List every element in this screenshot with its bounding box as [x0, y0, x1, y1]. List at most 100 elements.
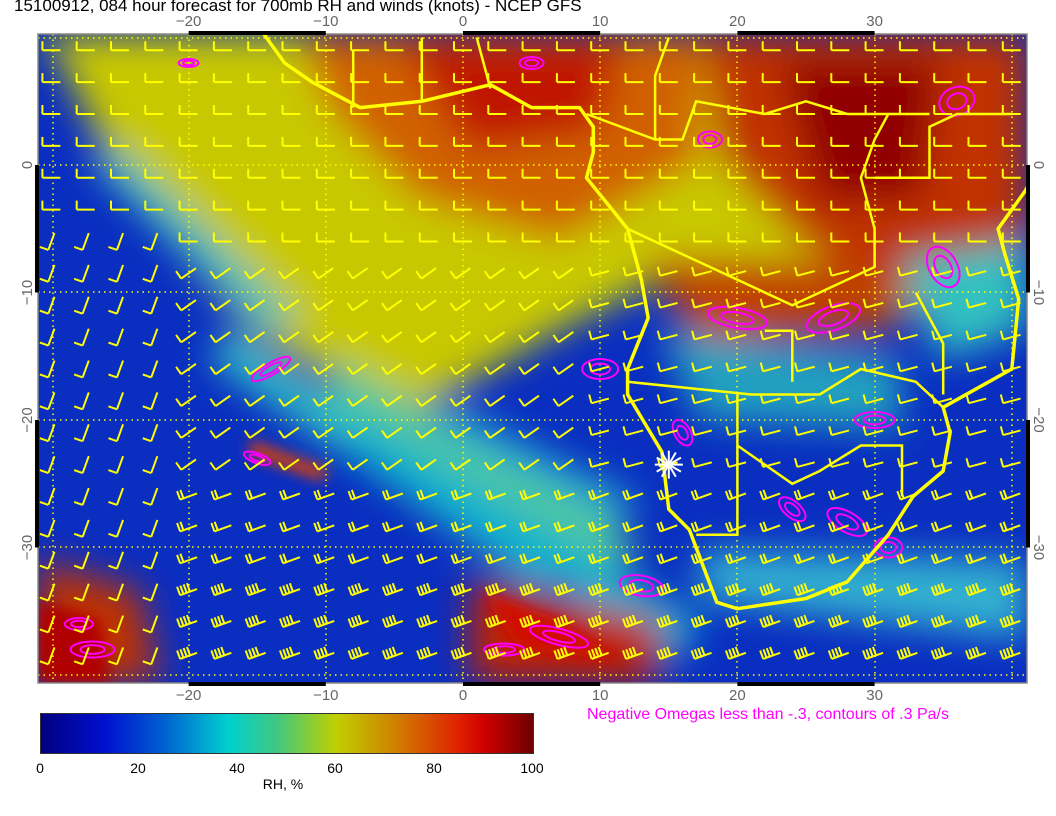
wind-barb — [690, 489, 712, 501]
wind-barb — [519, 582, 541, 597]
omega-contour — [933, 254, 954, 280]
wind-barb — [588, 394, 610, 405]
omega-contour — [696, 130, 723, 149]
wind-barb — [622, 582, 644, 597]
wind-barb — [553, 489, 575, 501]
wind-barb — [931, 298, 953, 309]
wind-barb — [519, 521, 541, 533]
wind-barb — [144, 73, 164, 84]
lat-tick-label: −10 — [19, 280, 36, 305]
wind-barb — [761, 136, 781, 147]
wind-barb — [415, 394, 437, 407]
wind-barb — [552, 331, 574, 344]
wind-barb — [896, 266, 918, 277]
wind-barb — [416, 521, 438, 533]
wind-barb — [725, 330, 747, 341]
wind-barb — [896, 330, 918, 341]
wind-barb — [896, 426, 918, 437]
wind-barb — [796, 105, 815, 115]
wind-barb — [898, 136, 918, 147]
wind-barb — [827, 553, 850, 565]
colorbar-label: 20 — [130, 760, 146, 776]
wind-barb — [142, 360, 159, 379]
wind-barb — [999, 582, 1021, 597]
wind-barb — [487, 232, 507, 243]
wind-barb — [898, 200, 918, 211]
wind-barb — [416, 553, 438, 565]
omega-contour — [79, 644, 106, 655]
wind-barb — [39, 519, 56, 538]
wind-barb — [999, 489, 1021, 501]
wind-barb — [381, 426, 403, 439]
wind-barb — [247, 105, 267, 115]
wind-barb — [39, 392, 56, 411]
wind-barb — [247, 73, 267, 84]
wind-barb — [350, 41, 370, 52]
wind-barb — [930, 646, 952, 660]
wind-barb — [759, 394, 781, 405]
wind-barb — [965, 426, 987, 437]
wind-barb — [212, 168, 232, 179]
wind-barb — [347, 521, 369, 533]
wind-barb — [73, 583, 90, 602]
wind-barb — [244, 521, 266, 533]
wind-barb — [346, 394, 369, 407]
wind-barb — [73, 232, 90, 251]
wind-barb — [588, 458, 610, 468]
wind-barb — [658, 41, 678, 52]
wind-barb — [656, 426, 678, 437]
wind-barb — [587, 521, 609, 533]
wind-barb — [727, 200, 747, 211]
wind-barb — [73, 647, 90, 666]
wind-barb — [690, 614, 712, 629]
wind-barb — [518, 363, 540, 375]
wind-barb — [279, 582, 301, 597]
wind-barb — [416, 489, 438, 501]
lat-tick-label: −20 — [1030, 407, 1047, 432]
wind-barb — [828, 298, 850, 309]
wind-barb — [144, 41, 164, 52]
omega-contour — [63, 617, 94, 631]
wind-barb — [209, 458, 231, 471]
wind-barb — [484, 582, 507, 597]
wind-barb — [830, 73, 850, 84]
lon-tick-label: −20 — [176, 687, 201, 704]
wind-barb — [312, 458, 334, 471]
wind-barb — [346, 363, 369, 375]
lon-tick-label: −10 — [313, 687, 338, 704]
wind-barb — [587, 614, 609, 629]
wind-barb — [453, 41, 472, 52]
wind-barb — [690, 582, 712, 597]
wind-barb — [691, 298, 713, 309]
wind-barb — [521, 41, 541, 52]
wind-barb — [384, 73, 404, 84]
wind-barb — [108, 487, 125, 506]
wind-barb — [244, 553, 266, 565]
wind-barb — [587, 489, 609, 501]
wind-barb — [827, 521, 850, 533]
wind-barb — [930, 521, 952, 533]
wind-barb — [793, 553, 815, 565]
wind-barb — [656, 521, 678, 533]
wind-barb — [418, 168, 438, 179]
wind-barb — [590, 73, 610, 84]
wind-barb — [108, 264, 125, 283]
wind-barb — [315, 105, 335, 115]
scale-bar — [188, 31, 326, 35]
wind-barb — [759, 614, 781, 629]
wind-barb — [39, 328, 56, 347]
wind-barb — [1001, 41, 1021, 52]
wind-barb — [449, 394, 471, 407]
wind-barb — [247, 41, 267, 52]
wind-barb — [759, 362, 781, 373]
wind-barb — [73, 615, 90, 634]
wind-barb — [484, 489, 507, 501]
wind-barb — [588, 266, 610, 277]
rh-colorbar — [40, 713, 534, 754]
wind-barb — [453, 232, 472, 243]
wind-barb — [624, 232, 644, 243]
omega-contour — [542, 629, 577, 644]
wind-barb — [73, 360, 90, 379]
wind-barb — [418, 105, 438, 115]
wind-barb — [794, 426, 815, 437]
